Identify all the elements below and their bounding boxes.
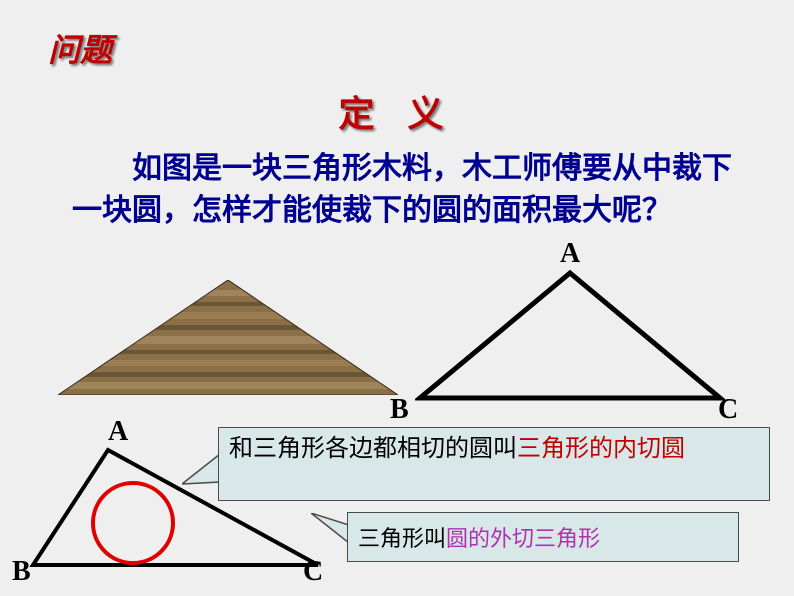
vertex-b-1: B (390, 394, 409, 426)
heading: 问题 (48, 25, 112, 71)
definition-callout-2: 三角形叫圆的外切三角形 (347, 512, 739, 562)
inscribed-circle (93, 483, 173, 563)
callout-1-highlight: 三角形的内切圆 (517, 436, 685, 462)
problem-text: 如图是一块三角形木料，木工师傅要从中裁下一块圆，怎样才能使裁下的圆的面积最大呢？ (72, 152, 732, 227)
callout-pointer-2 (311, 513, 351, 545)
definition-callout-1: 和三角形各边都相切的圆叫三角形的内切圆 (218, 427, 770, 501)
vertex-c-2: C (303, 556, 323, 588)
subheading: 定 义 (0, 85, 794, 137)
vertex-c-1: C (718, 394, 738, 426)
vertex-a-2: A (108, 416, 128, 448)
callout-pointer-1 (182, 454, 222, 486)
problem-statement: 如图是一块三角形木料，木工师傅要从中裁下一块圆，怎样才能使裁下的圆的面积最大呢？ (72, 148, 732, 232)
wood-triangle (58, 280, 398, 395)
vertex-b-2: B (12, 556, 31, 588)
callout-2-prefix: 三角形叫 (358, 526, 446, 551)
vertex-a-1: A (560, 238, 580, 270)
callout-2-highlight: 圆的外切三角形 (446, 526, 600, 551)
triangle-abc-1 (415, 268, 725, 403)
callout-1-prefix: 和三角形各边都相切的圆叫 (229, 436, 517, 462)
